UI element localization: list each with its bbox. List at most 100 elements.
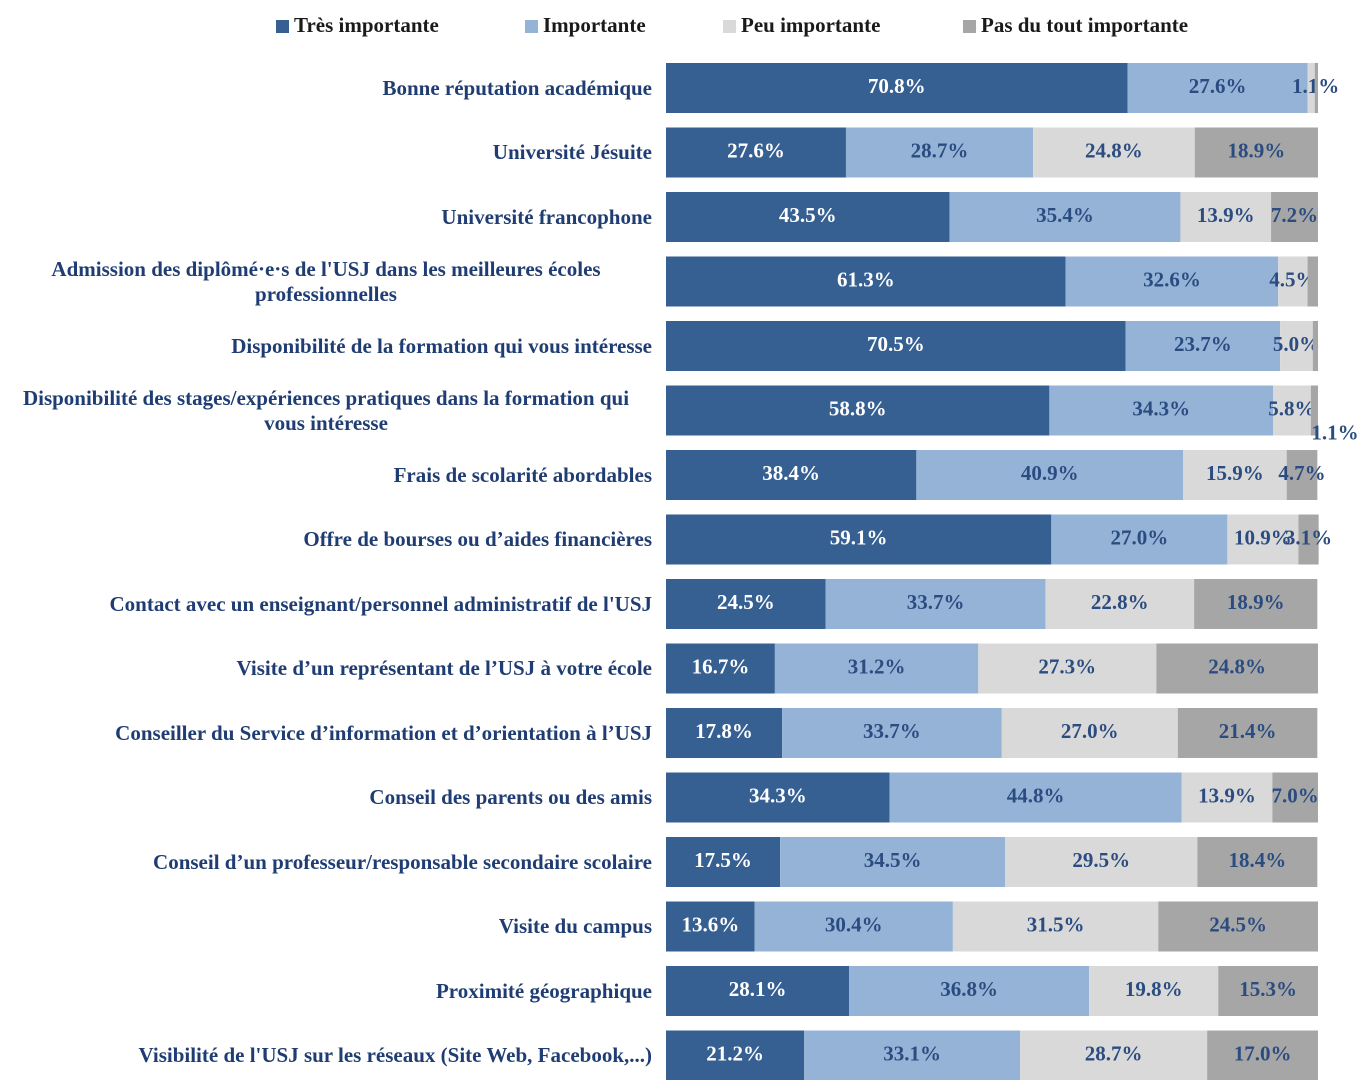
- bar-segment: [666, 127, 846, 178]
- bar-segment: [1298, 514, 1319, 565]
- value-label: 40.9%: [1021, 461, 1079, 485]
- bar-segment: [666, 772, 890, 823]
- value-label: 31.5%: [1027, 912, 1085, 936]
- value-label: 33.7%: [907, 590, 965, 614]
- value-label: 1.1%: [1311, 420, 1358, 444]
- bar-segment: [1180, 192, 1272, 242]
- bar-segment: [849, 966, 1090, 1016]
- bar-segment: [1194, 579, 1318, 629]
- value-label: 16.7%: [692, 654, 750, 678]
- bar-segment: [666, 966, 850, 1016]
- category-text: Proximité géographique: [435, 978, 652, 1003]
- bar-segment: [1307, 256, 1318, 307]
- bar-segment: [754, 901, 953, 952]
- category-label: Université francophone: [0, 187, 652, 247]
- value-label: 61.3%: [837, 267, 895, 291]
- value-label: 28.7%: [911, 138, 969, 162]
- value-label: 19.8%: [1125, 977, 1183, 1001]
- value-label: 13.9%: [1197, 203, 1255, 227]
- bar-segment: [889, 772, 1182, 823]
- bar-segment: [666, 514, 1052, 565]
- value-label: 17.5%: [694, 848, 752, 872]
- bar-segment: [825, 579, 1046, 629]
- category-text: Disponibilité des stages/expériences pra…: [22, 385, 630, 435]
- bar-segment: [666, 321, 1126, 371]
- bar-segment: [780, 837, 1006, 887]
- value-label: 32.6%: [1143, 267, 1201, 291]
- value-label: 18.9%: [1228, 138, 1286, 162]
- bar-segment: [1177, 708, 1318, 758]
- bar-segment: [666, 192, 950, 242]
- bar-segment: [1125, 321, 1281, 371]
- category-text: Bonne réputation académique: [382, 75, 652, 100]
- bar-segment: [1127, 63, 1308, 113]
- category-text: Visibilité de l'USJ sur les réseaux (Sit…: [138, 1043, 652, 1067]
- bar-segment: [916, 450, 1184, 500]
- value-label: 33.7%: [863, 719, 921, 743]
- category-label: Visite du campus: [0, 897, 652, 957]
- value-label: 24.5%: [717, 590, 775, 614]
- value-label: 5.0%: [1273, 332, 1320, 356]
- category-label: Contact avec un enseignant/personnel adm…: [0, 574, 652, 634]
- bar-segment: [666, 708, 783, 758]
- category-label: Conseil d’un professeur/responsable seco…: [0, 832, 652, 892]
- value-label: 3.1%: [1285, 525, 1332, 549]
- bar-segment: [1089, 966, 1219, 1016]
- bar-segment: [1020, 1030, 1208, 1080]
- bar-segment: [949, 192, 1181, 242]
- bar-segment: [1158, 901, 1318, 952]
- bar-segment: [1005, 837, 1198, 887]
- legend-swatch: [723, 20, 736, 33]
- bar-segment: [1051, 514, 1228, 565]
- value-label: 44.8%: [1007, 783, 1065, 807]
- value-label: 27.6%: [727, 138, 785, 162]
- bar-segment: [1307, 63, 1315, 113]
- category-label: Visite d’un représentant de l’USJ à votr…: [0, 639, 652, 699]
- value-label: 24.5%: [1209, 912, 1267, 936]
- bar-segment: [1181, 772, 1273, 823]
- bar-segment: [1207, 1030, 1318, 1080]
- bar-segment: [1312, 321, 1318, 371]
- value-label: 18.4%: [1228, 848, 1286, 872]
- category-label: Proximité géographique: [0, 961, 652, 1021]
- bar-segment: [1033, 127, 1195, 178]
- bar-segment: [666, 901, 755, 952]
- value-label: 22.8%: [1091, 590, 1149, 614]
- bar-segment: [1218, 966, 1318, 1016]
- value-label: 70.8%: [868, 74, 926, 98]
- bar-segment: [666, 450, 917, 500]
- value-label: 34.5%: [864, 848, 922, 872]
- value-label: 18.9%: [1227, 590, 1285, 614]
- value-label: 7.2%: [1271, 203, 1318, 227]
- category-text: Université Jésuite: [492, 140, 652, 164]
- value-label: 17.8%: [695, 719, 753, 743]
- bar-segment: [1049, 385, 1274, 436]
- legend-label: Importante: [543, 13, 646, 37]
- category-label: Disponibilité des stages/expériences pra…: [0, 381, 652, 441]
- bar-segment: [1314, 63, 1318, 113]
- category-text: Contact avec un enseignant/personnel adm…: [109, 591, 652, 616]
- value-label: 31.2%: [848, 654, 906, 678]
- value-label: 36.8%: [940, 977, 998, 1001]
- value-label: 24.8%: [1085, 138, 1143, 162]
- category-text: Visite d’un représentant de l’USJ à votr…: [236, 656, 652, 680]
- value-label: 70.5%: [867, 332, 925, 356]
- legend-swatch: [963, 20, 976, 33]
- bar-segment: [1278, 256, 1308, 307]
- bar-segment: [782, 708, 1002, 758]
- bar-segment: [1156, 643, 1318, 694]
- value-label: 28.1%: [729, 977, 787, 1001]
- bar-segment: [952, 901, 1159, 952]
- value-label: 23.7%: [1174, 332, 1232, 356]
- value-label: 33.1%: [883, 1041, 941, 1065]
- bar-segment: [1273, 385, 1311, 436]
- value-label: 21.2%: [706, 1041, 764, 1065]
- value-label: 4.7%: [1278, 461, 1325, 485]
- value-label: 59.1%: [830, 525, 888, 549]
- value-label: 7.0%: [1272, 783, 1319, 807]
- category-label: Université Jésuite: [0, 123, 652, 183]
- value-label: 13.9%: [1198, 783, 1256, 807]
- bar-segment: [1194, 127, 1318, 178]
